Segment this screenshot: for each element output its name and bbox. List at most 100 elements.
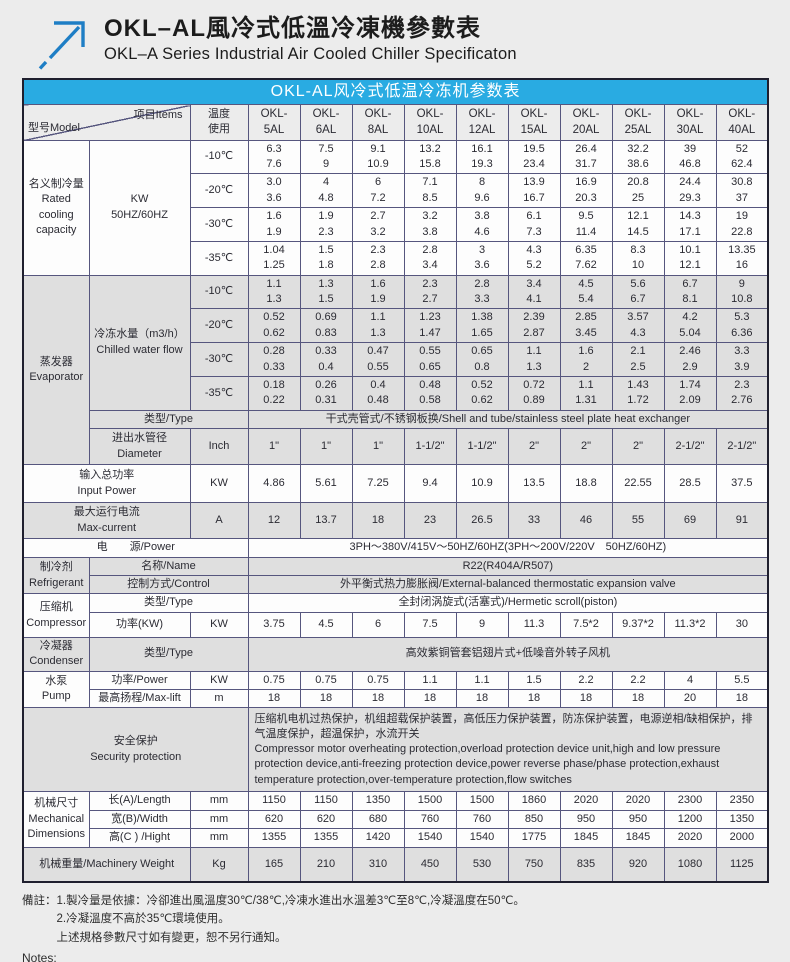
value-cell: 0.48 0.58	[403, 376, 457, 411]
value-cell: 1355	[247, 828, 301, 848]
value-cell: 13.9 16.7	[507, 173, 561, 209]
cooling-section-label: 名义制冷量 Rated cooling capacity	[22, 139, 90, 276]
value-cell: 14.3 17.1	[663, 207, 717, 242]
security-section-label: 安全保护 Security protection	[22, 707, 249, 793]
value-cell: 5.3 6.36	[715, 308, 769, 344]
value-cell: 10.9	[455, 464, 509, 504]
cooling-row--35: -35℃ 1.04 1.25 1.5 1.8 2.3 2.8 2.8 3.4 3 3.6…	[23, 240, 769, 276]
value-cell: 3.75	[247, 611, 301, 638]
temp-cell: -10℃	[189, 139, 249, 175]
corner-items-label: 项目Items	[133, 109, 183, 122]
value-cell: 0.69 0.83	[299, 308, 353, 344]
value-cell: 2"	[611, 428, 665, 466]
value-cell: 33	[507, 502, 561, 540]
value-cell: 4.2 5.04	[663, 308, 717, 344]
notes-zh: 備註：1.製冷量是依據：冷卻進出風溫度30℃/38℃,冷凍水進出水溫差3℃至8℃…	[22, 895, 525, 944]
value-cell: 210	[299, 846, 353, 883]
value-cell: 18	[611, 688, 665, 709]
diameter-label: 进出水管径 Diameter	[88, 428, 191, 466]
value-cell: 2.3 2.8	[351, 240, 405, 276]
value-cell: 1.5	[507, 670, 561, 690]
value-cell: 0.75	[247, 670, 301, 690]
value-cell: 4	[663, 670, 717, 690]
value-cell: 4.86	[247, 464, 301, 504]
value-cell: 12.1 14.5	[611, 207, 665, 242]
value-cell: 1.6 2	[559, 342, 613, 378]
value-cell: 11.3	[507, 611, 561, 638]
value-cell: 6 7.2	[351, 173, 405, 209]
value-cell: 52 62.4	[715, 139, 769, 175]
value-cell: 1355	[299, 828, 353, 848]
width-row: 宽(B)/Width mm 620 620 680 760 760 850 950 950 12…	[23, 809, 769, 830]
value-cell: 2.46 2.9	[663, 342, 717, 378]
value-cell: 26.5	[455, 502, 509, 540]
security-text-cell: 压缩机电机过热保护，机组超载保护装置，高低压力保护装置，防冻保护装置，电源逆相/…	[247, 707, 769, 793]
condenser-section-label: 冷凝器 Condenser	[22, 636, 90, 672]
compressor-type-row: 压缩机 Compressor 类型/Type 全封闭涡旋式(活塞式)/Herme…	[22, 593, 769, 638]
value-cell: 4 4.8	[299, 173, 353, 209]
height-unit: mm	[189, 828, 249, 848]
value-cell: 2020	[663, 828, 717, 848]
value-cell: 1150	[247, 791, 301, 811]
value-cell: 13.7	[299, 502, 353, 540]
value-cell: 4.5 5.4	[559, 274, 613, 310]
value-cell: 18	[351, 502, 405, 540]
value-cell: 0.33 0.4	[299, 342, 353, 378]
model-header-row: 型号Model 项目Items 温度 使用 OKL- 5AL OKL- 6AL OK…	[22, 104, 769, 141]
temp-cell: -30℃	[189, 207, 249, 242]
value-cell: 2.39 2.87	[507, 308, 561, 344]
value-cell: 46	[559, 502, 613, 540]
temp-cell: -35℃	[189, 240, 249, 276]
page-header: OKL–AL風冷式低溫冷凍機參數表 OKL–A Series Industria…	[0, 0, 790, 72]
evap-row--10: 蒸发器 Evaporator 冷冻水量（m3/h） Chilled water …	[22, 274, 769, 466]
value-cell: 10.1 12.1	[663, 240, 717, 276]
value-cell: 3.3 3.9	[715, 342, 769, 378]
value-cell: 2.8 3.4	[403, 240, 457, 276]
security-row: 安全保护 Security protection 压缩机电机过热保护，机组超载保…	[22, 707, 769, 793]
value-cell: 3.4 4.1	[507, 274, 561, 310]
value-cell: 950	[611, 809, 665, 830]
value-cell: 2"	[559, 428, 613, 466]
value-cell: 850	[507, 809, 561, 830]
value-cell: 1.43 1.72	[611, 376, 665, 411]
evaporator-section-label: 蒸发器 Evaporator	[22, 274, 90, 466]
value-cell: 1.5 1.8	[299, 240, 353, 276]
value-cell: 6.35 7.62	[559, 240, 613, 276]
title-block: OKL–AL風冷式低溫冷凍機參數表 OKL–A Series Industria…	[104, 14, 517, 64]
value-cell: 1"	[351, 428, 405, 466]
value-cell: 1420	[351, 828, 405, 848]
evap-type-value: 干式壳管式/不锈钢板换/Shell and tube/stainless ste…	[247, 409, 769, 430]
condenser-row: 冷凝器 Condenser 类型/Type 高效紫铜管套铝翅片式+低噪音外转子风…	[22, 636, 769, 672]
value-cell: 7.5	[403, 611, 457, 638]
value-cell: 19.5 23.4	[507, 139, 561, 175]
value-cell: 6.1 7.3	[507, 207, 561, 242]
max-current-unit: A	[189, 502, 249, 540]
value-cell: 6.7 8.1	[663, 274, 717, 310]
value-cell: 7.5 9	[299, 139, 353, 175]
value-cell: 2020	[559, 791, 613, 811]
value-cell: 6.3 7.6	[247, 139, 301, 175]
value-cell: 4.3 5.2	[507, 240, 561, 276]
value-cell: 0.72 0.89	[507, 376, 561, 411]
value-cell: 835	[559, 846, 613, 883]
input-power-unit: KW	[189, 464, 249, 504]
value-cell: 91	[715, 502, 769, 540]
value-cell: 2.3 2.7	[403, 274, 457, 310]
value-cell: 1.6 1.9	[247, 207, 301, 242]
value-cell: 1500	[403, 791, 457, 811]
max-current-label: 最大运行电流 Max-current	[22, 502, 191, 540]
value-cell: 2000	[715, 828, 769, 848]
value-cell: 4.5	[299, 611, 353, 638]
value-cell: 19 22.8	[715, 207, 769, 242]
temp-cell: -20℃	[189, 308, 249, 344]
value-cell: 22.55	[611, 464, 665, 504]
value-cell: 30	[715, 611, 769, 638]
value-cell: 7.1 8.5	[403, 173, 457, 209]
value-cell: 9.4	[403, 464, 457, 504]
value-cell: 1125	[715, 846, 769, 883]
pump-lift-label: 最高扬程/Max-lift	[88, 688, 191, 709]
value-cell: 2.2	[611, 670, 665, 690]
power-supply-value: 3PH～380V/415V～50HZ/60HZ(3PH～200V/220V 50…	[247, 538, 769, 558]
value-cell: 26.4 31.7	[559, 139, 613, 175]
value-cell: 24.4 29.3	[663, 173, 717, 209]
